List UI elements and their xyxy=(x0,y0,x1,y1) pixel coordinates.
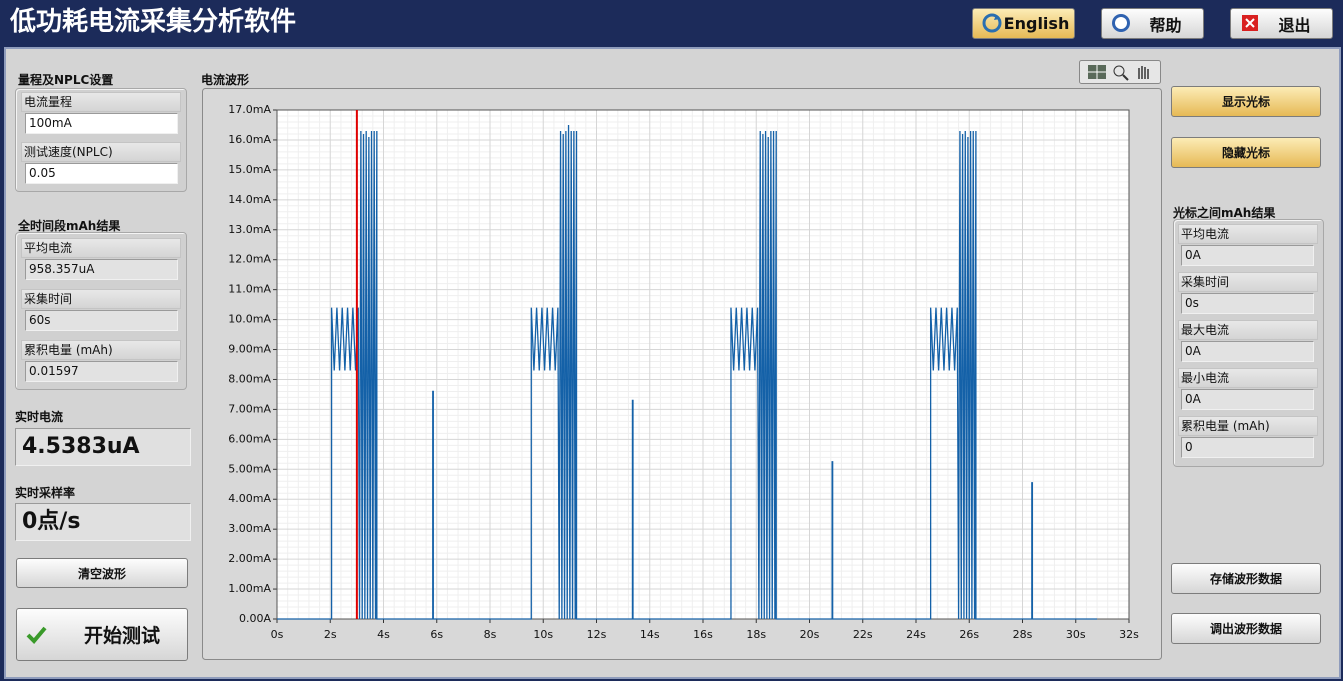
x-tick-label: 24s xyxy=(906,628,926,641)
field-value: 0s xyxy=(1181,293,1314,314)
button-icon xyxy=(1112,14,1130,32)
x-tick-label: 16s xyxy=(693,628,713,641)
cursor-button[interactable]: 隐藏光标 xyxy=(1171,137,1321,168)
y-tick-label: 3.00mA xyxy=(228,522,271,535)
y-tick-label: 0.00A xyxy=(239,612,271,625)
field-label: 采集时间 xyxy=(21,289,181,309)
field-value: 0A xyxy=(1181,245,1314,266)
y-tick-label: 12.0mA xyxy=(228,253,271,266)
cursor-button[interactable]: 显示光标 xyxy=(1171,86,1321,117)
field-value: 0.05 xyxy=(25,163,178,184)
x-tick-label: 2s xyxy=(324,628,337,641)
header-button[interactable]: 帮助 xyxy=(1101,8,1204,39)
group-title: 量程及NPLC设置 xyxy=(18,73,114,87)
clear-button[interactable]: 清空波形 xyxy=(16,558,188,588)
chart-title: 电流波形 xyxy=(201,73,250,87)
y-tick-label: 8.00mA xyxy=(228,372,271,385)
realtime-value: 4.5383uA xyxy=(15,428,191,466)
header-button[interactable]: English xyxy=(972,8,1075,39)
field-label: 累积电量 (mAh) xyxy=(21,340,181,360)
data-button[interactable]: 调出波形数据 xyxy=(1171,613,1321,644)
rate-label: 实时采样率 xyxy=(15,486,76,500)
field-value: 0A xyxy=(1181,389,1314,410)
x-tick-label: 4s xyxy=(377,628,390,641)
field-value: 0A xyxy=(1181,341,1314,362)
x-tick-label: 28s xyxy=(1013,628,1033,641)
field-label: 累积电量 (mAh) xyxy=(1178,416,1318,436)
data-button[interactable]: 存储波形数据 xyxy=(1171,563,1321,594)
y-tick-label: 7.00mA xyxy=(228,402,271,415)
x-tick-label: 30s xyxy=(1066,628,1086,641)
start-button[interactable]: 开始测试 xyxy=(16,608,188,661)
x-tick-label: 18s xyxy=(746,628,766,641)
app-title: 低功耗电流采集分析软件 xyxy=(10,7,297,37)
field-label: 电流量程 xyxy=(21,92,181,112)
group-title: 全时间段mAh结果 xyxy=(18,219,121,233)
field-label: 最大电流 xyxy=(1178,320,1318,340)
field-label: 平均电流 xyxy=(1178,224,1318,244)
field-label: 采集时间 xyxy=(1178,272,1318,292)
rate-value: 0点/s xyxy=(15,503,191,541)
y-tick-label: 17.0mA xyxy=(228,103,271,116)
y-tick-label: 6.00mA xyxy=(228,432,271,445)
field-label: 平均电流 xyxy=(21,238,181,258)
field-label: 最小电流 xyxy=(1178,368,1318,388)
x-tick-label: 26s xyxy=(959,628,979,641)
field-value: 100mA xyxy=(25,113,178,134)
y-tick-label: 10.0mA xyxy=(228,313,271,326)
header-button[interactable]: 退出 xyxy=(1230,8,1333,39)
x-tick-label: 6s xyxy=(430,628,443,641)
toolbar[interactable] xyxy=(1079,60,1161,84)
field-value: 0.01597 xyxy=(25,361,178,382)
button-icon xyxy=(982,13,1002,33)
field-label: 测试速度(NPLC) xyxy=(21,142,181,162)
x-tick-label: 14s xyxy=(640,628,660,641)
button-icon xyxy=(1242,15,1258,31)
x-tick-label: 12s xyxy=(587,628,607,641)
x-tick-label: 0s xyxy=(271,628,284,641)
field-value: 0 xyxy=(1181,437,1314,458)
x-tick-label: 32s xyxy=(1119,628,1139,641)
y-tick-label: 11.0mA xyxy=(228,283,271,296)
y-tick-label: 16.0mA xyxy=(228,133,271,146)
x-tick-label: 10s xyxy=(533,628,553,641)
field-value: 958.357uA xyxy=(25,259,178,280)
realtime-label: 实时电流 xyxy=(15,410,64,424)
y-tick-label: 2.00mA xyxy=(228,552,271,565)
x-tick-label: 8s xyxy=(484,628,497,641)
y-tick-label: 15.0mA xyxy=(228,163,271,176)
y-tick-label: 4.00mA xyxy=(228,492,271,505)
y-tick-label: 5.00mA xyxy=(228,462,271,475)
y-tick-label: 13.0mA xyxy=(228,223,271,236)
x-tick-label: 20s xyxy=(800,628,820,641)
y-tick-label: 9.00mA xyxy=(228,343,271,356)
group-title: 光标之间mAh结果 xyxy=(1173,206,1276,220)
y-tick-label: 14.0mA xyxy=(228,193,271,206)
chart: 0.00A 1.00mA 2.00mA 3.00mA 4.00mA 5.00mA 6.00m… xyxy=(202,88,1162,660)
x-tick-label: 22s xyxy=(853,628,873,641)
y-tick-label: 1.00mA xyxy=(228,582,271,595)
button-icon xyxy=(26,626,47,644)
waveform xyxy=(277,124,1098,620)
field-value: 60s xyxy=(25,310,178,331)
